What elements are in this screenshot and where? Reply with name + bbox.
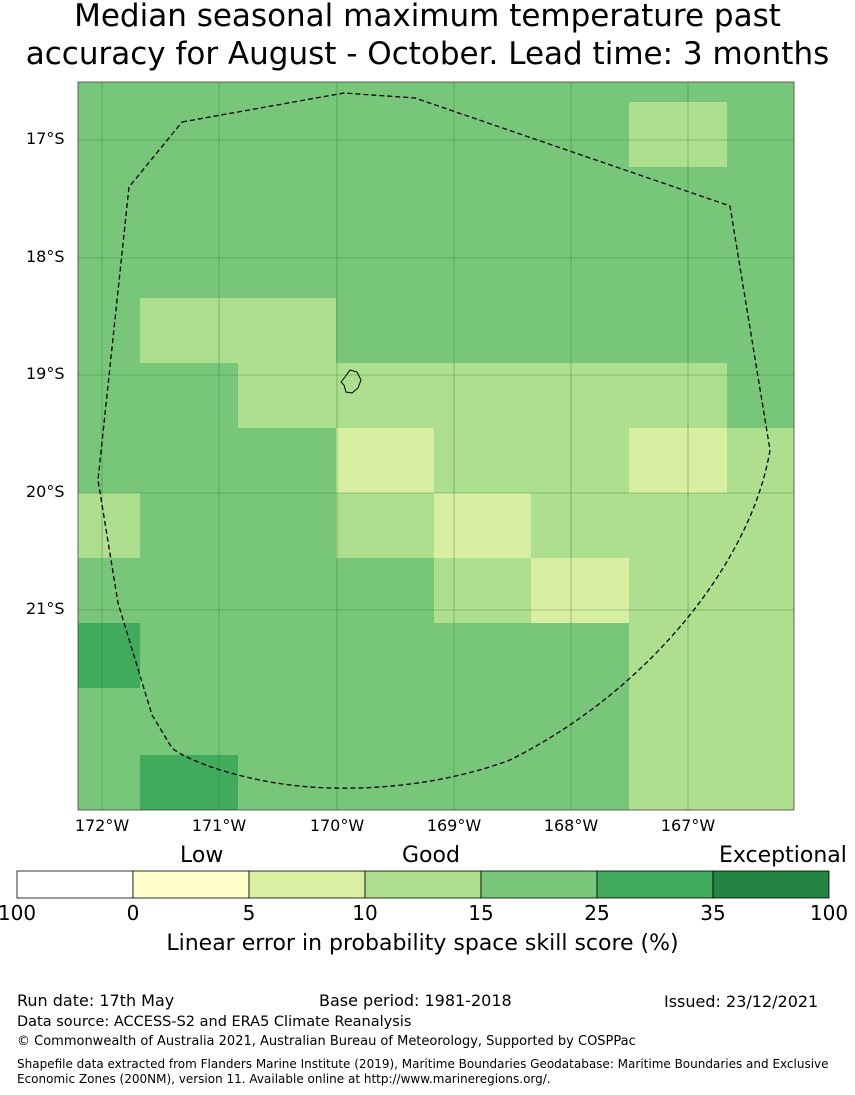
run-date: Run date: 17th May bbox=[17, 991, 175, 1010]
grid-cell bbox=[78, 623, 140, 688]
colorbar-segment bbox=[248, 870, 366, 899]
colorbar-tick-label: 25 bbox=[584, 901, 610, 925]
grid-cell bbox=[531, 558, 629, 623]
colorbar-tick-label: 10 bbox=[352, 901, 378, 925]
grid-cell bbox=[434, 428, 629, 493]
colorbar-tick-label: 5 bbox=[242, 901, 256, 925]
latitude-label: 17°S bbox=[26, 129, 65, 148]
longitude-label: 167°W bbox=[660, 816, 716, 835]
copyright: © Commonwealth of Australia 2021, Austra… bbox=[17, 1034, 636, 1049]
grid-cell bbox=[336, 428, 434, 493]
longitude-label: 170°W bbox=[309, 816, 365, 835]
colorbar-segment bbox=[132, 870, 250, 899]
grid-cell bbox=[531, 493, 794, 558]
grid-cell bbox=[336, 493, 434, 558]
colorbar-tick-label: 100 bbox=[809, 901, 849, 925]
category-exceptional: Exceptional bbox=[719, 843, 847, 868]
issued-date: Issued: 23/12/2021 bbox=[664, 992, 819, 1011]
grid-cell bbox=[629, 558, 794, 810]
grid-cell bbox=[238, 363, 336, 428]
colorbar-segment bbox=[712, 870, 830, 899]
colorbar-title: Linear error in probability space skill … bbox=[166, 931, 679, 956]
longitude-label: 169°W bbox=[426, 816, 482, 835]
grid-cell bbox=[434, 558, 531, 623]
base-period: Base period: 1981-2018 bbox=[319, 991, 512, 1010]
map-title-line-2: accuracy for August - October. Lead time… bbox=[25, 36, 830, 72]
latitude-label: 19°S bbox=[26, 364, 65, 383]
colorbar-tick-label: 15 bbox=[468, 901, 494, 925]
grid-cell bbox=[727, 428, 794, 493]
shapefile-credit: Shapefile data extracted from Flanders M… bbox=[17, 1057, 829, 1086]
map-title-line-1: Median seasonal maximum temperature past bbox=[74, 0, 781, 34]
grid-cell bbox=[336, 363, 727, 428]
eez-boundary bbox=[97, 92, 771, 789]
colorbar-segment bbox=[16, 870, 134, 899]
grid-cell bbox=[140, 755, 238, 810]
colorbar bbox=[16, 870, 830, 899]
grid-cell bbox=[140, 298, 336, 363]
category-good: Good bbox=[402, 843, 460, 868]
longitude-label: 168°W bbox=[543, 816, 599, 835]
colorbar-segment bbox=[596, 870, 714, 899]
niue-island bbox=[340, 369, 362, 394]
category-low: Low bbox=[180, 843, 224, 868]
colorbar-tick-label: 100 bbox=[0, 901, 37, 925]
longitude-label: 172°W bbox=[74, 816, 130, 835]
grid-cell bbox=[629, 428, 727, 493]
latitude-label: 21°S bbox=[26, 599, 65, 618]
longitude-label: 171°W bbox=[191, 816, 247, 835]
colorbar-segment bbox=[480, 870, 598, 899]
colorbar-tick-label: 0 bbox=[126, 901, 140, 925]
skill-score-grid bbox=[78, 82, 794, 810]
grid-cell bbox=[629, 102, 727, 167]
grid-cell bbox=[434, 493, 531, 558]
data-source: Data source: ACCESS-S2 and ERA5 Climate … bbox=[17, 1014, 412, 1030]
map-frame bbox=[77, 81, 795, 811]
latitude-label: 20°S bbox=[26, 482, 65, 501]
latitude-label: 18°S bbox=[26, 247, 65, 266]
colorbar-tick-label: 35 bbox=[700, 901, 726, 925]
colorbar-segment bbox=[364, 870, 482, 899]
